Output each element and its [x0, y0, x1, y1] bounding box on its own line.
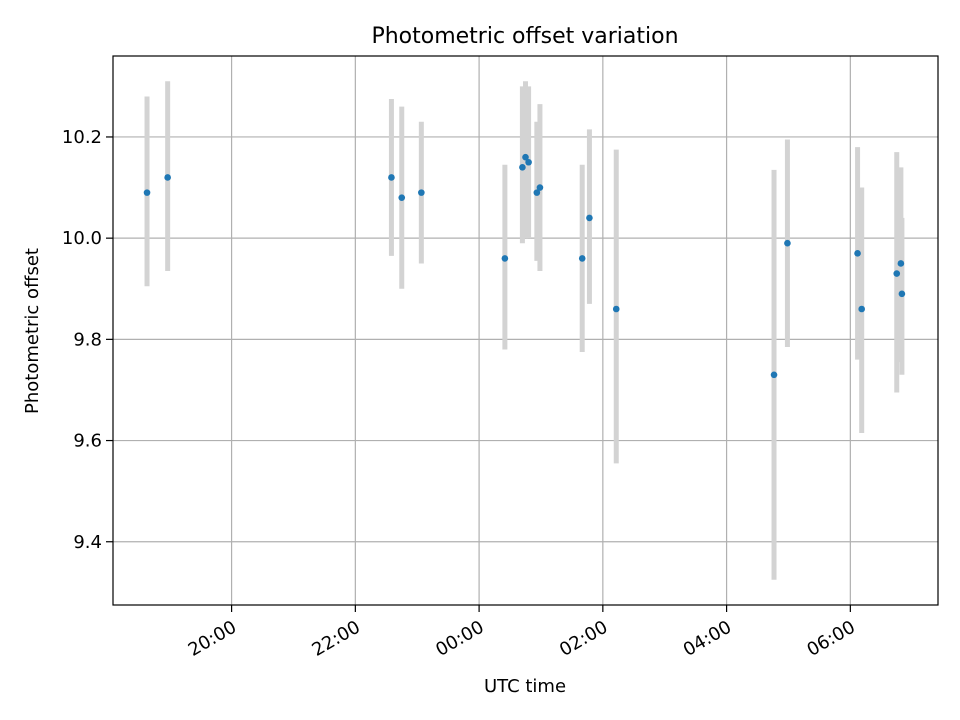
grid [113, 56, 938, 605]
data-point [143, 189, 151, 196]
y-tick-label: 9.8 [73, 329, 102, 350]
y-axis-label: Photometric offset [22, 248, 43, 414]
data-point [897, 260, 905, 267]
data-point [854, 250, 861, 257]
plot-frame [112, 55, 939, 606]
chart-title: Photometric offset variation [371, 24, 678, 49]
data-point [858, 305, 865, 313]
data-points [143, 153, 906, 379]
y-axis-ticks: 9.4 9.6 9.8 10.0 10.2 [62, 127, 113, 553]
data-point [578, 255, 586, 262]
x-tick-label: 02:00 [556, 617, 611, 661]
x-axis-label: UTC time [484, 676, 566, 697]
y-tick-label: 9.6 [73, 431, 102, 452]
data-point [770, 371, 778, 379]
data-point [522, 153, 529, 161]
x-tick-label: 00:00 [432, 617, 487, 661]
x-axis-ticks: 20:00 22:00 00:00 02:00 04:00 06:00 [185, 605, 859, 661]
data-point [519, 164, 526, 171]
y-tick-label: 9.4 [73, 532, 102, 553]
data-point [398, 194, 406, 201]
x-tick-label: 06:00 [803, 617, 858, 661]
y-tick-label: 10.2 [62, 127, 102, 148]
data-point [784, 239, 791, 247]
data-point [418, 189, 425, 196]
data-point [164, 174, 171, 181]
data-point [525, 158, 532, 166]
data-point [388, 174, 395, 181]
x-tick-label: 04:00 [680, 617, 735, 661]
data-point [612, 305, 620, 313]
x-tick-label: 22:00 [308, 617, 363, 661]
data-point [586, 214, 593, 222]
data-point [501, 255, 509, 262]
data-point [533, 189, 541, 196]
x-tick-label: 20:00 [185, 617, 240, 661]
data-point [893, 270, 901, 277]
data-point [898, 290, 906, 298]
data-point [536, 184, 544, 191]
y-tick-label: 10.0 [62, 228, 102, 249]
